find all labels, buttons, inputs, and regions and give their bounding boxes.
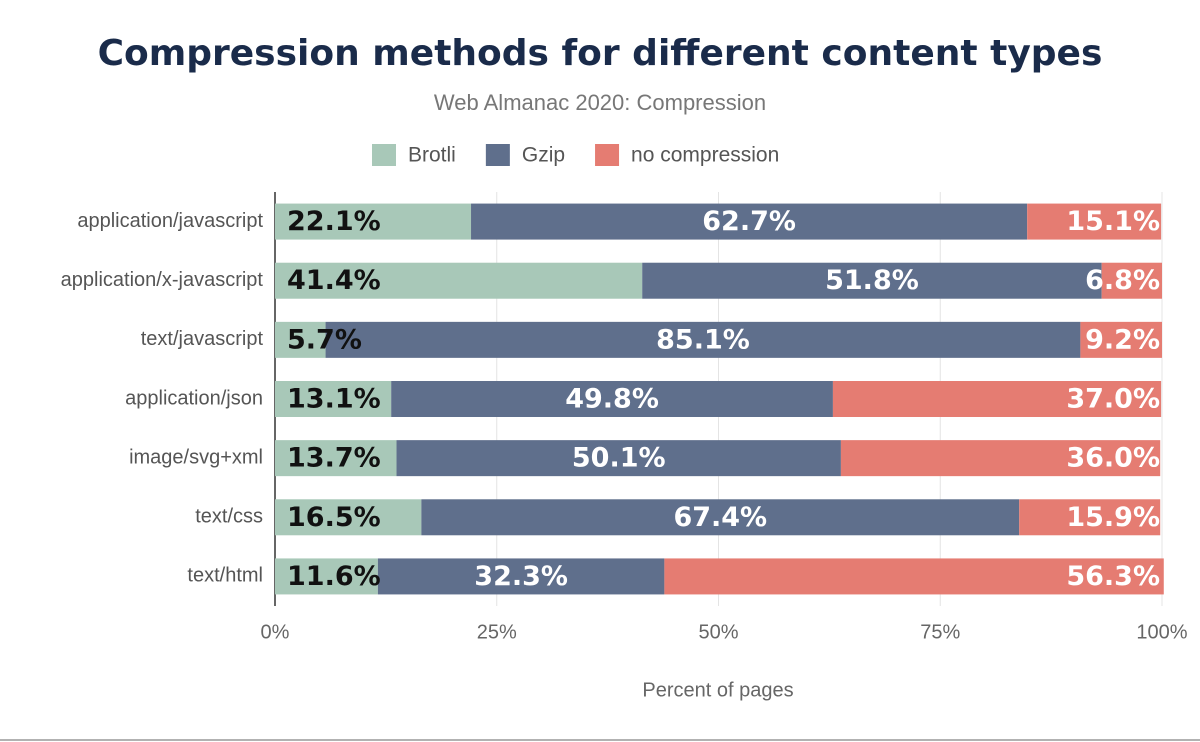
value-label: 15.9%: [1066, 502, 1160, 533]
value-label: 56.3%: [1066, 561, 1160, 592]
value-label: 5.7%: [287, 324, 362, 355]
x-tick-label: 100%: [1136, 621, 1187, 643]
y-tick-label: text/javascript: [141, 328, 264, 350]
x-tick-label: 75%: [920, 621, 960, 643]
value-label: 37.0%: [1066, 384, 1160, 415]
bar-segment: [840, 440, 1161, 477]
x-tick-label: 0%: [261, 621, 290, 643]
value-label: 15.1%: [1066, 206, 1160, 237]
bar-segment: [325, 321, 1081, 358]
chart-subtitle: Web Almanac 2020: Compression: [434, 90, 766, 115]
value-label: 50.1%: [572, 443, 666, 474]
legend-swatch: [595, 144, 620, 166]
chart-title: Compression methods for different conten…: [98, 33, 1103, 74]
legend-swatch: [372, 144, 396, 166]
value-label: 67.4%: [673, 502, 767, 533]
bar-segment: [642, 262, 1102, 299]
value-label: 22.1%: [287, 206, 381, 237]
value-label: 11.6%: [287, 561, 381, 592]
bar-segment: [275, 321, 326, 358]
legend-label: Brotli: [408, 144, 456, 167]
y-tick-label: application/javascript: [77, 210, 263, 232]
bar-segment: [471, 203, 1028, 240]
value-label: 85.1%: [656, 324, 750, 355]
bar-segment: [275, 262, 643, 299]
y-tick-label: text/css: [195, 506, 263, 528]
bar-segment: [664, 558, 1164, 595]
value-label: 62.7%: [702, 206, 796, 237]
value-label: 13.7%: [287, 443, 381, 474]
bar-segment: [377, 558, 665, 595]
x-tick-label: 50%: [698, 621, 738, 643]
value-label: 6.8%: [1085, 265, 1160, 296]
bar-segment: [396, 440, 841, 477]
bar-segment: [275, 203, 472, 240]
bar-segment: [275, 381, 392, 417]
value-label: 16.5%: [287, 502, 381, 533]
y-tick-label: application/x-javascript: [61, 269, 264, 291]
bar-segment: [1019, 499, 1161, 536]
y-tick-label: text/html: [187, 565, 263, 587]
bar-segment: [1080, 321, 1162, 358]
value-label: 13.1%: [287, 384, 381, 415]
y-tick-label: application/json: [125, 387, 263, 409]
x-tick-label: 25%: [477, 621, 517, 643]
value-label: 49.8%: [565, 384, 659, 415]
bar-segment: [275, 499, 422, 536]
value-label: 9.2%: [1085, 324, 1160, 355]
bar-segment: [275, 440, 397, 477]
bar-segment: [421, 499, 1020, 536]
legend-label: no compression: [631, 144, 779, 167]
bar-segment: [275, 558, 378, 595]
x-axis-title: Percent of pages: [642, 679, 793, 701]
y-tick-label: image/svg+xml: [129, 446, 263, 468]
value-label: 36.0%: [1066, 443, 1160, 474]
value-label: 51.8%: [825, 265, 919, 296]
value-label: 41.4%: [287, 265, 381, 296]
value-label: 32.3%: [474, 561, 568, 592]
legend-swatch: [485, 144, 510, 166]
bar-segment: [391, 381, 833, 417]
bar-segment: [832, 381, 1162, 417]
bar-segment: [1027, 203, 1162, 240]
legend-label: Gzip: [522, 144, 565, 167]
bar-segment: [1101, 262, 1162, 299]
